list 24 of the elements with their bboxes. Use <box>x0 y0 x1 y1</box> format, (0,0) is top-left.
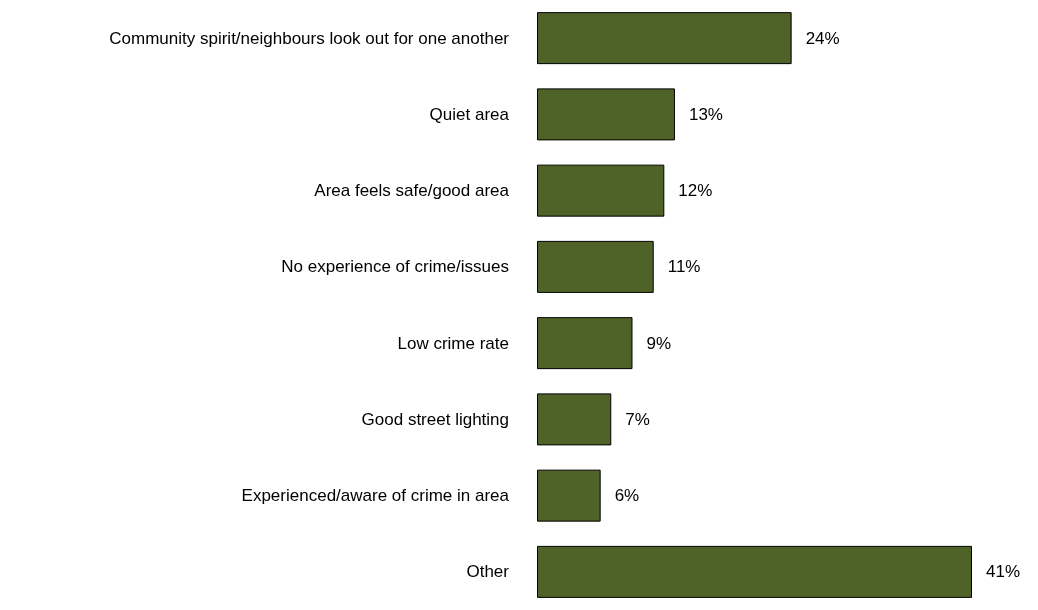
y-tick-label: Good street lighting <box>361 409 509 429</box>
data-label: 13% <box>688 104 723 124</box>
y-tick-label: Other <box>466 562 510 582</box>
data-label: 11% <box>667 257 701 277</box>
y-tick-label: Experienced/aware of crime in area <box>241 486 510 506</box>
y-tick-label: Community spirit/neighbours look out for one another <box>109 28 510 48</box>
data-label: 7% <box>625 409 650 429</box>
bar <box>537 469 601 522</box>
bar <box>537 88 675 141</box>
bar <box>537 164 665 217</box>
data-label: 9% <box>646 333 672 353</box>
y-tick-label: No experience of crime/issues <box>281 257 509 277</box>
y-tick-label: Low crime rate <box>397 333 509 353</box>
bar <box>537 12 792 65</box>
bar <box>537 393 612 446</box>
data-label: 41% <box>986 562 1021 582</box>
bar <box>537 240 654 293</box>
data-label: 24% <box>805 28 840 48</box>
y-tick-label: Area feels safe/good area <box>314 181 510 201</box>
y-tick-label: Quiet area <box>429 104 510 124</box>
bar <box>537 545 972 598</box>
data-label: 12% <box>678 181 713 201</box>
bar <box>537 317 633 370</box>
data-label: 6% <box>614 486 640 506</box>
